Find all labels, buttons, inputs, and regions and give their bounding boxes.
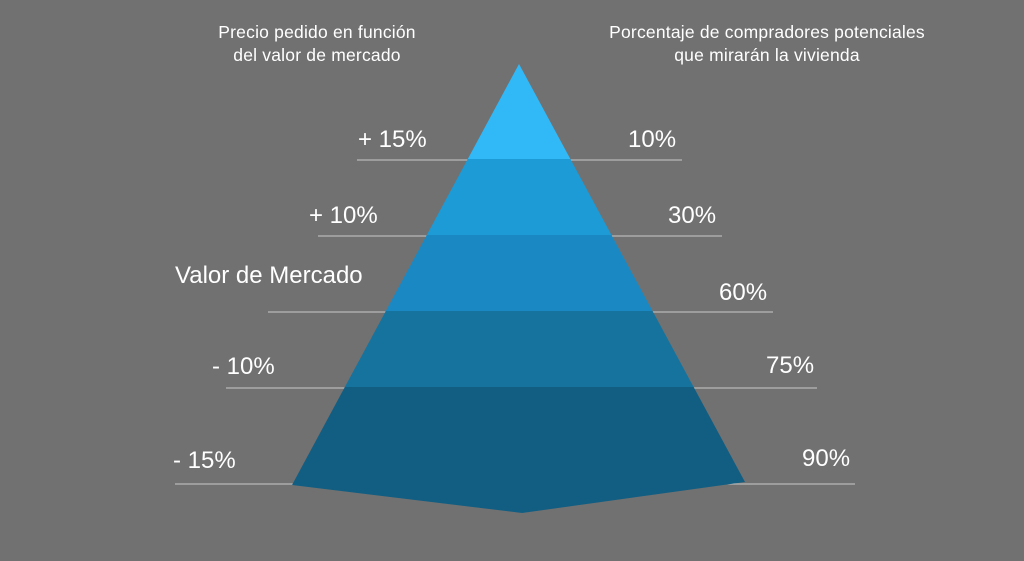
market-value-label: Valor de Mercado (175, 262, 363, 289)
price-heading-line-2: del valor de mercado (233, 45, 401, 65)
price-level-label: + 10% (309, 202, 378, 229)
price-heading-line-1: Precio pedido en función (218, 22, 416, 42)
price-level-label: - 15% (173, 447, 236, 474)
buyers-percentage-label: 75% (766, 352, 815, 379)
buyers-column-heading: Porcentaje de compradores potenciales qu… (560, 21, 974, 67)
pyramid-tier (385, 235, 653, 311)
pyramid-tier (344, 311, 694, 387)
price-column-heading: Precio pedido en función del valor de me… (176, 21, 458, 67)
buyers-heading-line-1: Porcentaje de compradores potenciales (609, 22, 925, 42)
buyers-percentage-label: 30% (668, 202, 717, 229)
pyramid-tier (467, 64, 571, 159)
buyers-percentage-label: 90% (802, 445, 851, 472)
buyers-percentage-label: 10% (628, 126, 677, 153)
pyramid-tier (426, 159, 612, 235)
price-level-label: - 10% (212, 353, 275, 380)
price-level-label: + 15% (358, 126, 427, 153)
buyers-heading-line-2: que mirarán la vivienda (674, 45, 860, 65)
pyramid-tier (292, 387, 745, 513)
buyers-percentage-label: 60% (719, 279, 768, 306)
